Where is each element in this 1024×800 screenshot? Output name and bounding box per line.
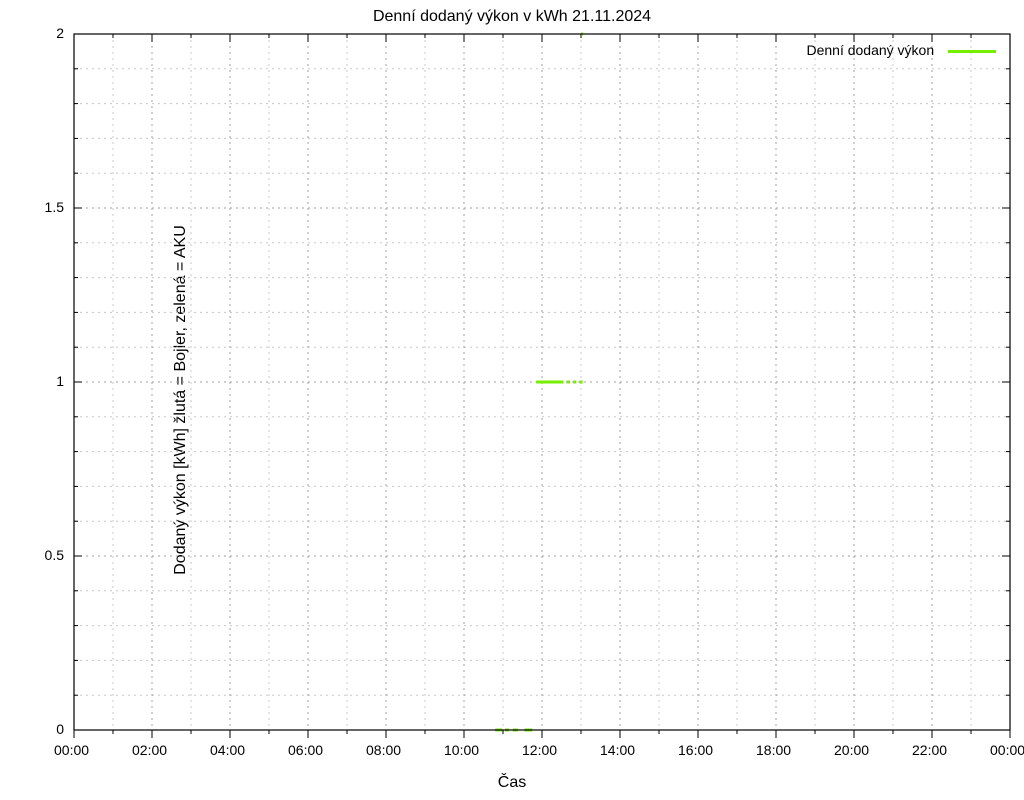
x-tick-label: 08:00 bbox=[366, 742, 401, 758]
x-tick-label: 10:00 bbox=[444, 742, 479, 758]
legend-swatch bbox=[948, 50, 996, 53]
x-tick-label: 04:00 bbox=[210, 742, 245, 758]
y-tick-label: 2 bbox=[56, 25, 64, 41]
plot-area bbox=[0, 0, 1024, 800]
x-tick-label: 14:00 bbox=[600, 742, 635, 758]
legend-label: Denní dodaný výkon bbox=[806, 42, 934, 58]
x-tick-label: 20:00 bbox=[834, 742, 869, 758]
x-tick-label: 22:00 bbox=[912, 742, 947, 758]
x-tick-label: 18:00 bbox=[756, 742, 791, 758]
x-tick-label: 00:00 bbox=[54, 742, 89, 758]
x-tick-label: 02:00 bbox=[132, 742, 167, 758]
x-tick-label: 06:00 bbox=[288, 742, 323, 758]
x-tick-label: 16:00 bbox=[678, 742, 713, 758]
chart-container: Denní dodaný výkon v kWh 21.11.2024 Doda… bbox=[0, 0, 1024, 800]
y-tick-label: 0.5 bbox=[45, 547, 64, 563]
y-tick-label: 1.5 bbox=[45, 199, 64, 215]
legend: Denní dodaný výkon bbox=[806, 42, 996, 58]
x-tick-label: 12:00 bbox=[522, 742, 557, 758]
x-tick-label: 00:00 bbox=[990, 742, 1024, 758]
y-tick-label: 1 bbox=[56, 373, 64, 389]
y-tick-label: 0 bbox=[56, 721, 64, 737]
